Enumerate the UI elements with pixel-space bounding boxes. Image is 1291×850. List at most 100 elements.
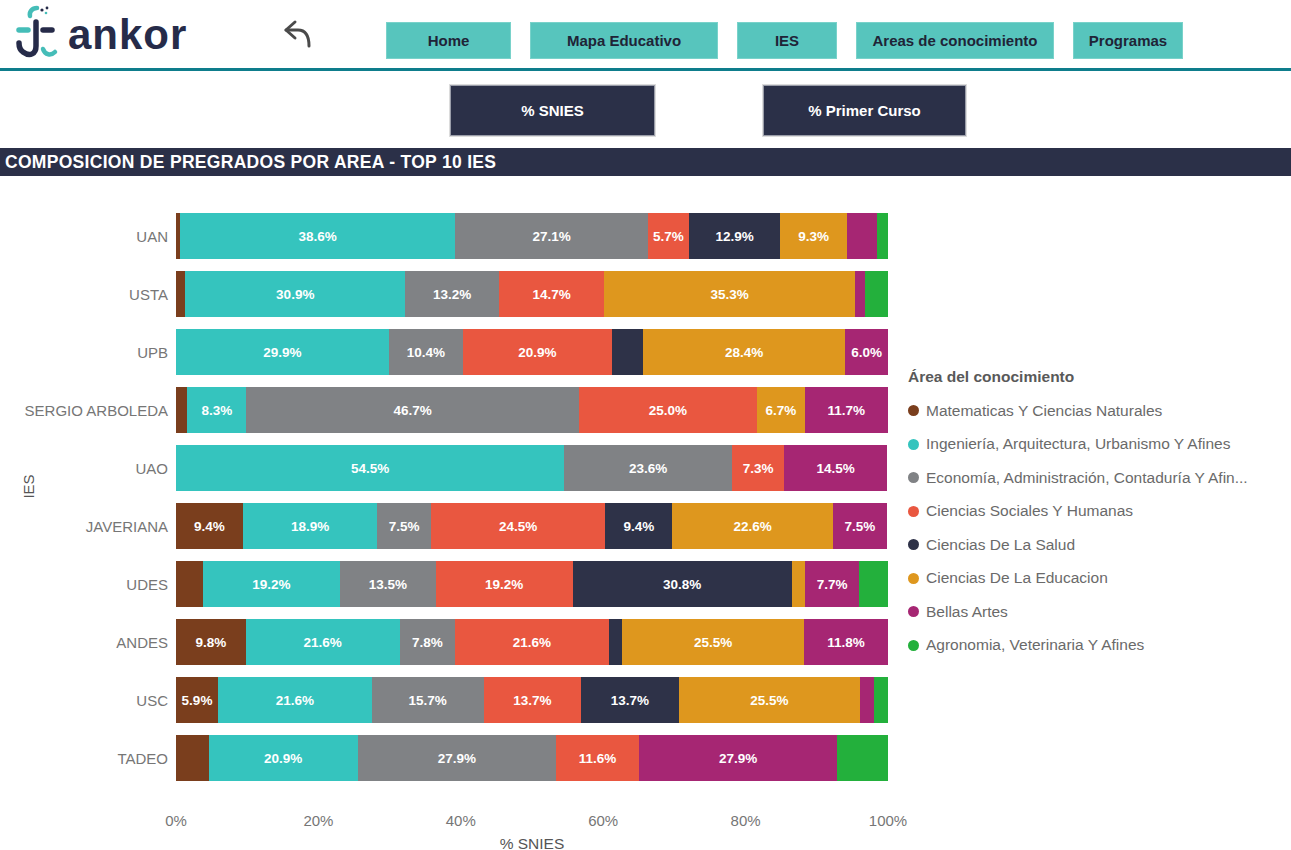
- bar-segment[interactable]: 9.4%: [605, 503, 672, 549]
- bar-segment[interactable]: 24.5%: [431, 503, 605, 549]
- bar-segment[interactable]: [176, 735, 209, 781]
- bar-segment[interactable]: 54.5%: [176, 445, 564, 491]
- bar-segment[interactable]: 13.2%: [405, 271, 499, 317]
- bar-segment[interactable]: 27.9%: [639, 735, 838, 781]
- bar-segment[interactable]: [855, 271, 865, 317]
- bar-segment[interactable]: 9.4%: [176, 503, 243, 549]
- bar-segment[interactable]: 13.7%: [581, 677, 679, 723]
- bar-segment[interactable]: [612, 329, 643, 375]
- stacked-bar-chart: UAN38.6%27.1%5.7%12.9%9.3%USTA30.9%13.2%…: [8, 213, 888, 793]
- bar-segment[interactable]: [176, 561, 203, 607]
- bar-segment[interactable]: [837, 735, 888, 781]
- bar-segment[interactable]: 29.9%: [176, 329, 389, 375]
- y-category-label: SERGIO ARBOLEDA: [8, 387, 176, 433]
- legend-item[interactable]: Agronomia, Veterinaria Y Afines: [908, 635, 1290, 656]
- bar-segment[interactable]: [176, 387, 187, 433]
- bar-segment[interactable]: [792, 561, 805, 607]
- legend-color-dot: [908, 640, 919, 651]
- bar-segment[interactable]: 21.6%: [455, 619, 609, 665]
- bar-segment[interactable]: 25.5%: [622, 619, 804, 665]
- legend-item[interactable]: Ciencias De La Salud: [908, 534, 1290, 555]
- bar-segment[interactable]: 38.6%: [180, 213, 455, 259]
- nav-button-programas[interactable]: Programas: [1073, 22, 1183, 59]
- bar-segment[interactable]: 19.2%: [436, 561, 573, 607]
- bar-segment[interactable]: 6.0%: [845, 329, 888, 375]
- legend-item-label: Ciencias Sociales Y Humanas: [926, 502, 1133, 520]
- legend-title: Área del conocimiento: [908, 368, 1290, 386]
- bar-segment[interactable]: 13.5%: [340, 561, 436, 607]
- stacked-bar: 5.9%21.6%15.7%13.7%13.7%25.5%: [176, 677, 888, 723]
- bar-segment[interactable]: 9.3%: [780, 213, 846, 259]
- nav-button-ies[interactable]: IES: [737, 22, 837, 59]
- ankor-logo: ankor: [12, 4, 187, 66]
- bar-segment[interactable]: 30.9%: [185, 271, 405, 317]
- legend-color-dot: [908, 506, 919, 517]
- bar-segment[interactable]: 15.7%: [372, 677, 484, 723]
- bar-segment[interactable]: 11.8%: [804, 619, 888, 665]
- page-title: COMPOSICION DE PREGRADOS POR AREA - TOP …: [0, 148, 1291, 176]
- primer-curso-toggle-button[interactable]: % Primer Curso: [763, 85, 966, 136]
- legend-color-dot: [908, 573, 919, 584]
- bar-segment[interactable]: 30.8%: [573, 561, 792, 607]
- bar-segment[interactable]: 7.3%: [732, 445, 784, 491]
- bar-segment[interactable]: 18.9%: [243, 503, 378, 549]
- nav-button-mapa-educativo[interactable]: Mapa Educativo: [530, 22, 718, 59]
- bar-segment[interactable]: 20.9%: [209, 735, 358, 781]
- bar-segment[interactable]: 20.9%: [463, 329, 612, 375]
- legend-item[interactable]: Ingeniería, Arquitectura, Urbanismo Y Af…: [908, 434, 1290, 455]
- bar-segment[interactable]: 7.8%: [400, 619, 456, 665]
- bar-segment[interactable]: 8.3%: [187, 387, 246, 433]
- bar-segment[interactable]: 28.4%: [643, 329, 845, 375]
- bar-segment[interactable]: [860, 677, 874, 723]
- bar-segment[interactable]: 6.7%: [757, 387, 805, 433]
- nav-button-areas-de-conocimiento[interactable]: Areas de conocimiento: [856, 22, 1054, 59]
- y-category-label: UAN: [8, 213, 176, 259]
- legend-item[interactable]: Bellas Artes: [908, 601, 1290, 622]
- legend-color-dot: [908, 439, 919, 450]
- bar-segment[interactable]: [874, 677, 888, 723]
- bar-segment[interactable]: [877, 213, 888, 259]
- y-category-label: TADEO: [8, 735, 176, 781]
- legend-item[interactable]: Economía, Administración, Contaduría Y A…: [908, 467, 1290, 488]
- bar-segment[interactable]: 12.9%: [689, 213, 781, 259]
- bar-segment[interactable]: 7.7%: [805, 561, 860, 607]
- bar-segment[interactable]: [176, 271, 185, 317]
- snies-toggle-button[interactable]: % SNIES: [450, 85, 655, 136]
- x-tick-label: 40%: [446, 812, 476, 829]
- bar-segment[interactable]: 25.0%: [579, 387, 757, 433]
- bar-segment[interactable]: 22.6%: [672, 503, 833, 549]
- bar-segment[interactable]: 46.7%: [246, 387, 579, 433]
- bar-segment[interactable]: 10.4%: [389, 329, 463, 375]
- y-category-label: USC: [8, 677, 176, 723]
- bar-segment[interactable]: 11.6%: [556, 735, 639, 781]
- bar-segment[interactable]: 5.9%: [176, 677, 218, 723]
- bar-segment[interactable]: 27.1%: [455, 213, 648, 259]
- bar-segment[interactable]: 21.6%: [246, 619, 400, 665]
- bar-segment[interactable]: 35.3%: [604, 271, 855, 317]
- bar-segment[interactable]: [865, 271, 888, 317]
- nav-button-home[interactable]: Home: [386, 22, 511, 59]
- bar-segment[interactable]: 23.6%: [564, 445, 732, 491]
- bar-segment[interactable]: 13.7%: [484, 677, 582, 723]
- bar-segment[interactable]: 5.7%: [648, 213, 689, 259]
- bar-segment[interactable]: 7.5%: [833, 503, 886, 549]
- legend-item-label: Ciencias De La Educacion: [926, 569, 1108, 587]
- bar-segment[interactable]: 9.8%: [176, 619, 246, 665]
- bar-segment[interactable]: 11.7%: [805, 387, 888, 433]
- bar-segment[interactable]: 27.9%: [358, 735, 557, 781]
- stacked-bar: 9.8%21.6%7.8%21.6%25.5%11.8%: [176, 619, 888, 665]
- bar-segment[interactable]: 14.7%: [499, 271, 604, 317]
- bar-segment[interactable]: [859, 561, 887, 607]
- bar-segment[interactable]: 25.5%: [679, 677, 861, 723]
- bar-segment[interactable]: 19.2%: [203, 561, 340, 607]
- bar-segment[interactable]: 14.5%: [784, 445, 887, 491]
- legend-item[interactable]: Ciencias Sociales Y Humanas: [908, 501, 1290, 522]
- y-category-label: JAVERIANA: [8, 503, 176, 549]
- legend-item[interactable]: Ciencias De La Educacion: [908, 568, 1290, 589]
- bar-segment[interactable]: [847, 213, 878, 259]
- bar-segment[interactable]: 21.6%: [218, 677, 372, 723]
- legend-item[interactable]: Matematicas Y Ciencias Naturales: [908, 400, 1290, 421]
- bar-segment[interactable]: [609, 619, 623, 665]
- back-arrow-icon[interactable]: [278, 14, 318, 54]
- bar-segment[interactable]: 7.5%: [377, 503, 430, 549]
